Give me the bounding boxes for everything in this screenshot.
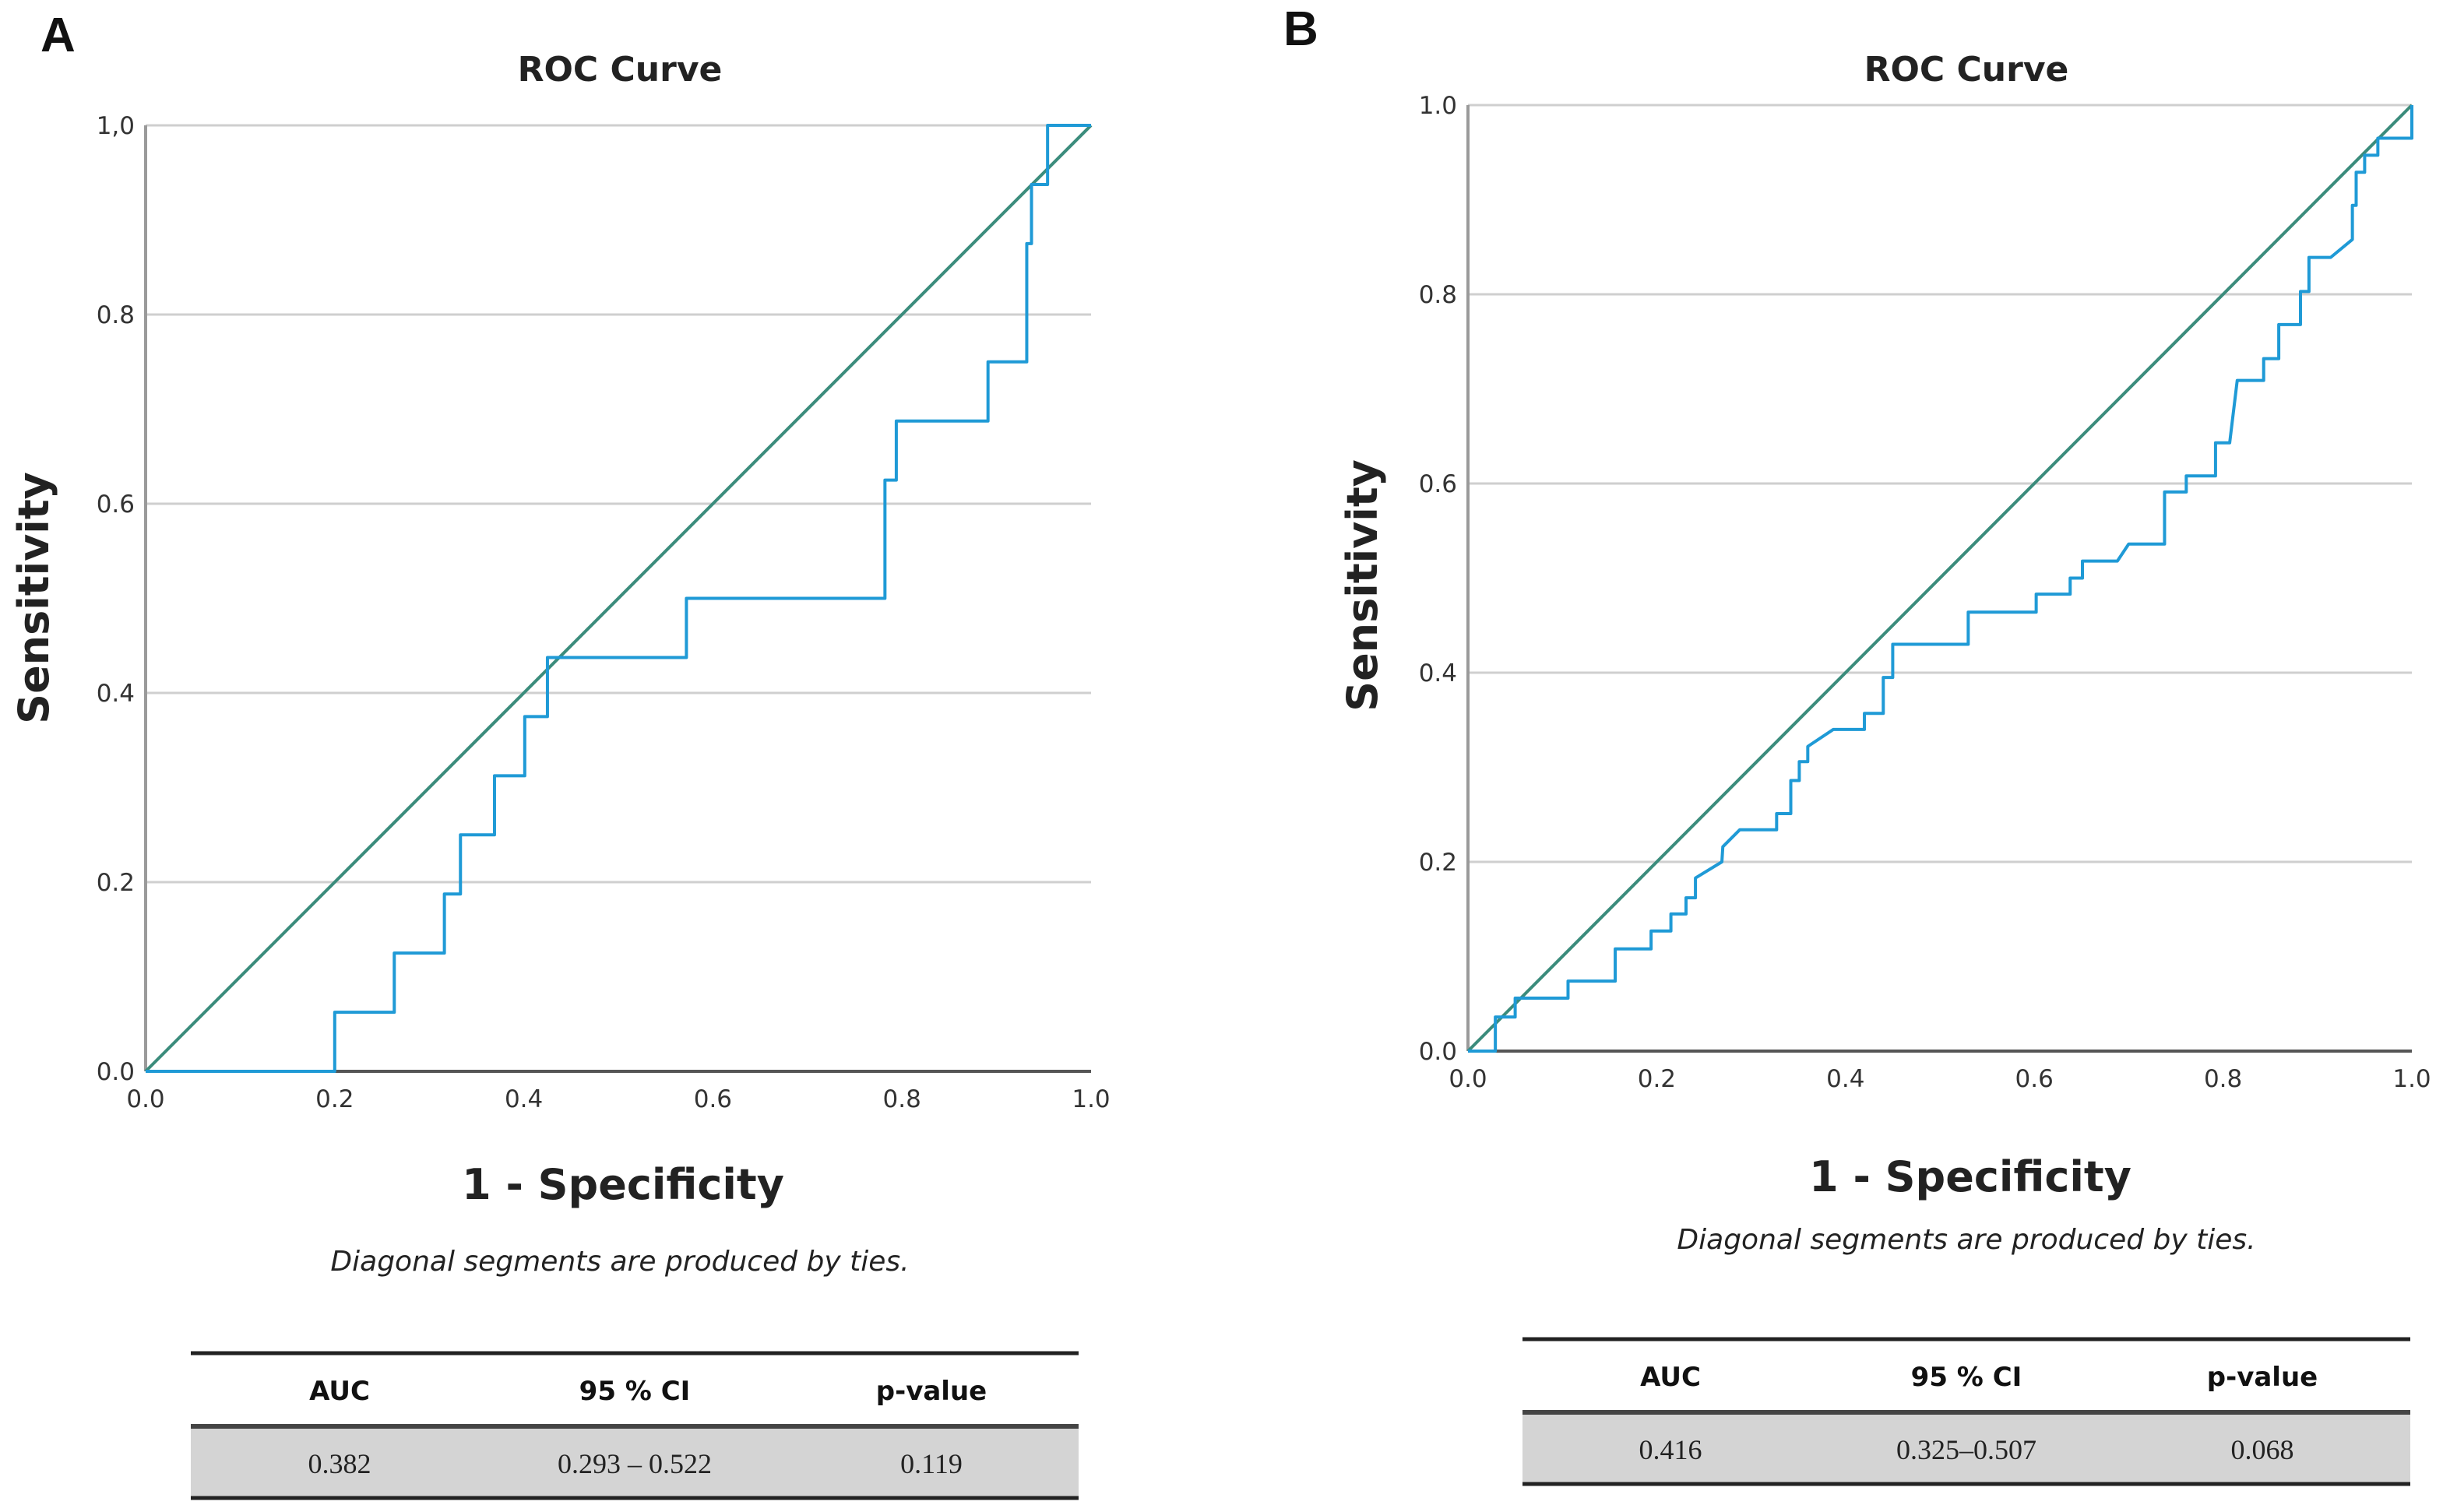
x-tick-label: 0.2 <box>1638 1065 1676 1093</box>
panel-letter: B <box>1283 2 1318 56</box>
header-ci: 95 % CI <box>1911 1362 2022 1393</box>
roc-curve <box>146 124 1091 1073</box>
cell-pvalue: 0.068 <box>2231 1434 2294 1465</box>
x-tick-label: 0.4 <box>1826 1065 1864 1093</box>
stats-table: AUC 95 % CI p-value 0.382 0.293 – 0.522 … <box>191 1351 1079 1500</box>
y-tick-label: 0.4 <box>97 680 135 708</box>
y-tick-label: 1,0 <box>97 112 135 140</box>
chart-title: ROC Curve <box>1864 50 2069 90</box>
y-tick-label: 0.0 <box>97 1058 135 1086</box>
cell-ci: 0.293 – 0.522 <box>558 1448 712 1479</box>
roc-curve <box>1468 105 2413 1053</box>
cell-ci: 0.325–0.507 <box>1896 1434 2036 1465</box>
header-auc: AUC <box>1640 1362 1701 1393</box>
plot-area: 0.0 0.2 0.4 0.6 0.8 1.0 0.0 0.2 0.4 0.6 0.8 1.0 <box>1419 92 2431 1093</box>
x-tick-label: 0.8 <box>2204 1065 2242 1093</box>
y-tick-label: 0.6 <box>1419 470 1457 498</box>
header-ci: 95 % CI <box>579 1376 691 1407</box>
header-auc: AUC <box>309 1376 370 1407</box>
x-tick-label: 0.8 <box>883 1085 921 1113</box>
panel-letter: A <box>40 9 76 62</box>
x-tick-label: 1.0 <box>1072 1085 1110 1113</box>
header-pvalue: p-value <box>876 1376 987 1407</box>
x-tick-label: 0.2 <box>315 1085 354 1113</box>
cell-auc: 0.382 <box>308 1448 371 1479</box>
table-row-bg <box>191 1426 1079 1496</box>
cell-pvalue: 0.119 <box>900 1448 963 1479</box>
panel-a: A ROC Curve Sensitivity 1 - Specificity … <box>9 9 1111 1500</box>
y-tick-label: 0.8 <box>1419 281 1457 309</box>
y-axis-label: Sensitivity <box>1338 459 1387 712</box>
y-axis-label: Sensitivity <box>9 472 58 724</box>
x-tick-label: 0.6 <box>2015 1065 2054 1093</box>
y-tick-label: 0.6 <box>97 491 135 519</box>
x-tick-label: 1.0 <box>2392 1065 2431 1093</box>
header-pvalue: p-value <box>2207 1362 2318 1393</box>
plot-area: 0.0 0.2 0.4 0.6 0.8 1,0 0.0 0.2 0.4 0.6 0.8 1.0 <box>97 112 1111 1113</box>
x-axis-label: 1 - Specificity <box>1809 1152 2131 1201</box>
reference-line <box>1466 104 2413 1053</box>
reference-line <box>144 124 1093 1073</box>
y-tick-label: 1.0 <box>1419 92 1457 120</box>
x-tick-label: 0.0 <box>126 1085 164 1113</box>
x-axis-label: 1 - Specificity <box>462 1160 784 1209</box>
table-row-bg <box>1522 1412 2410 1482</box>
x-tick-label: 0.4 <box>505 1085 543 1113</box>
cell-auc: 0.416 <box>1639 1434 1702 1465</box>
x-tick-label: 0.6 <box>694 1085 732 1113</box>
y-tick-label: 0.4 <box>1419 659 1457 687</box>
y-tick-label: 0.2 <box>97 869 135 897</box>
y-tick-label: 0.8 <box>97 301 135 329</box>
panel-b: B ROC Curve Sensitivity 1 - Specificity … <box>1283 2 2431 1486</box>
y-tick-label: 0.0 <box>1419 1038 1457 1066</box>
y-tick-label: 0.2 <box>1419 849 1457 877</box>
chart-title: ROC Curve <box>518 50 723 90</box>
x-tick-label: 0.0 <box>1449 1065 1487 1093</box>
ties-note: Diagonal segments are produced by ties. <box>1677 1224 2255 1256</box>
ties-note: Diagonal segments are produced by ties. <box>330 1246 909 1278</box>
stats-table: AUC 95 % CI p-value 0.416 0.325–0.507 0.… <box>1522 1337 2410 1486</box>
